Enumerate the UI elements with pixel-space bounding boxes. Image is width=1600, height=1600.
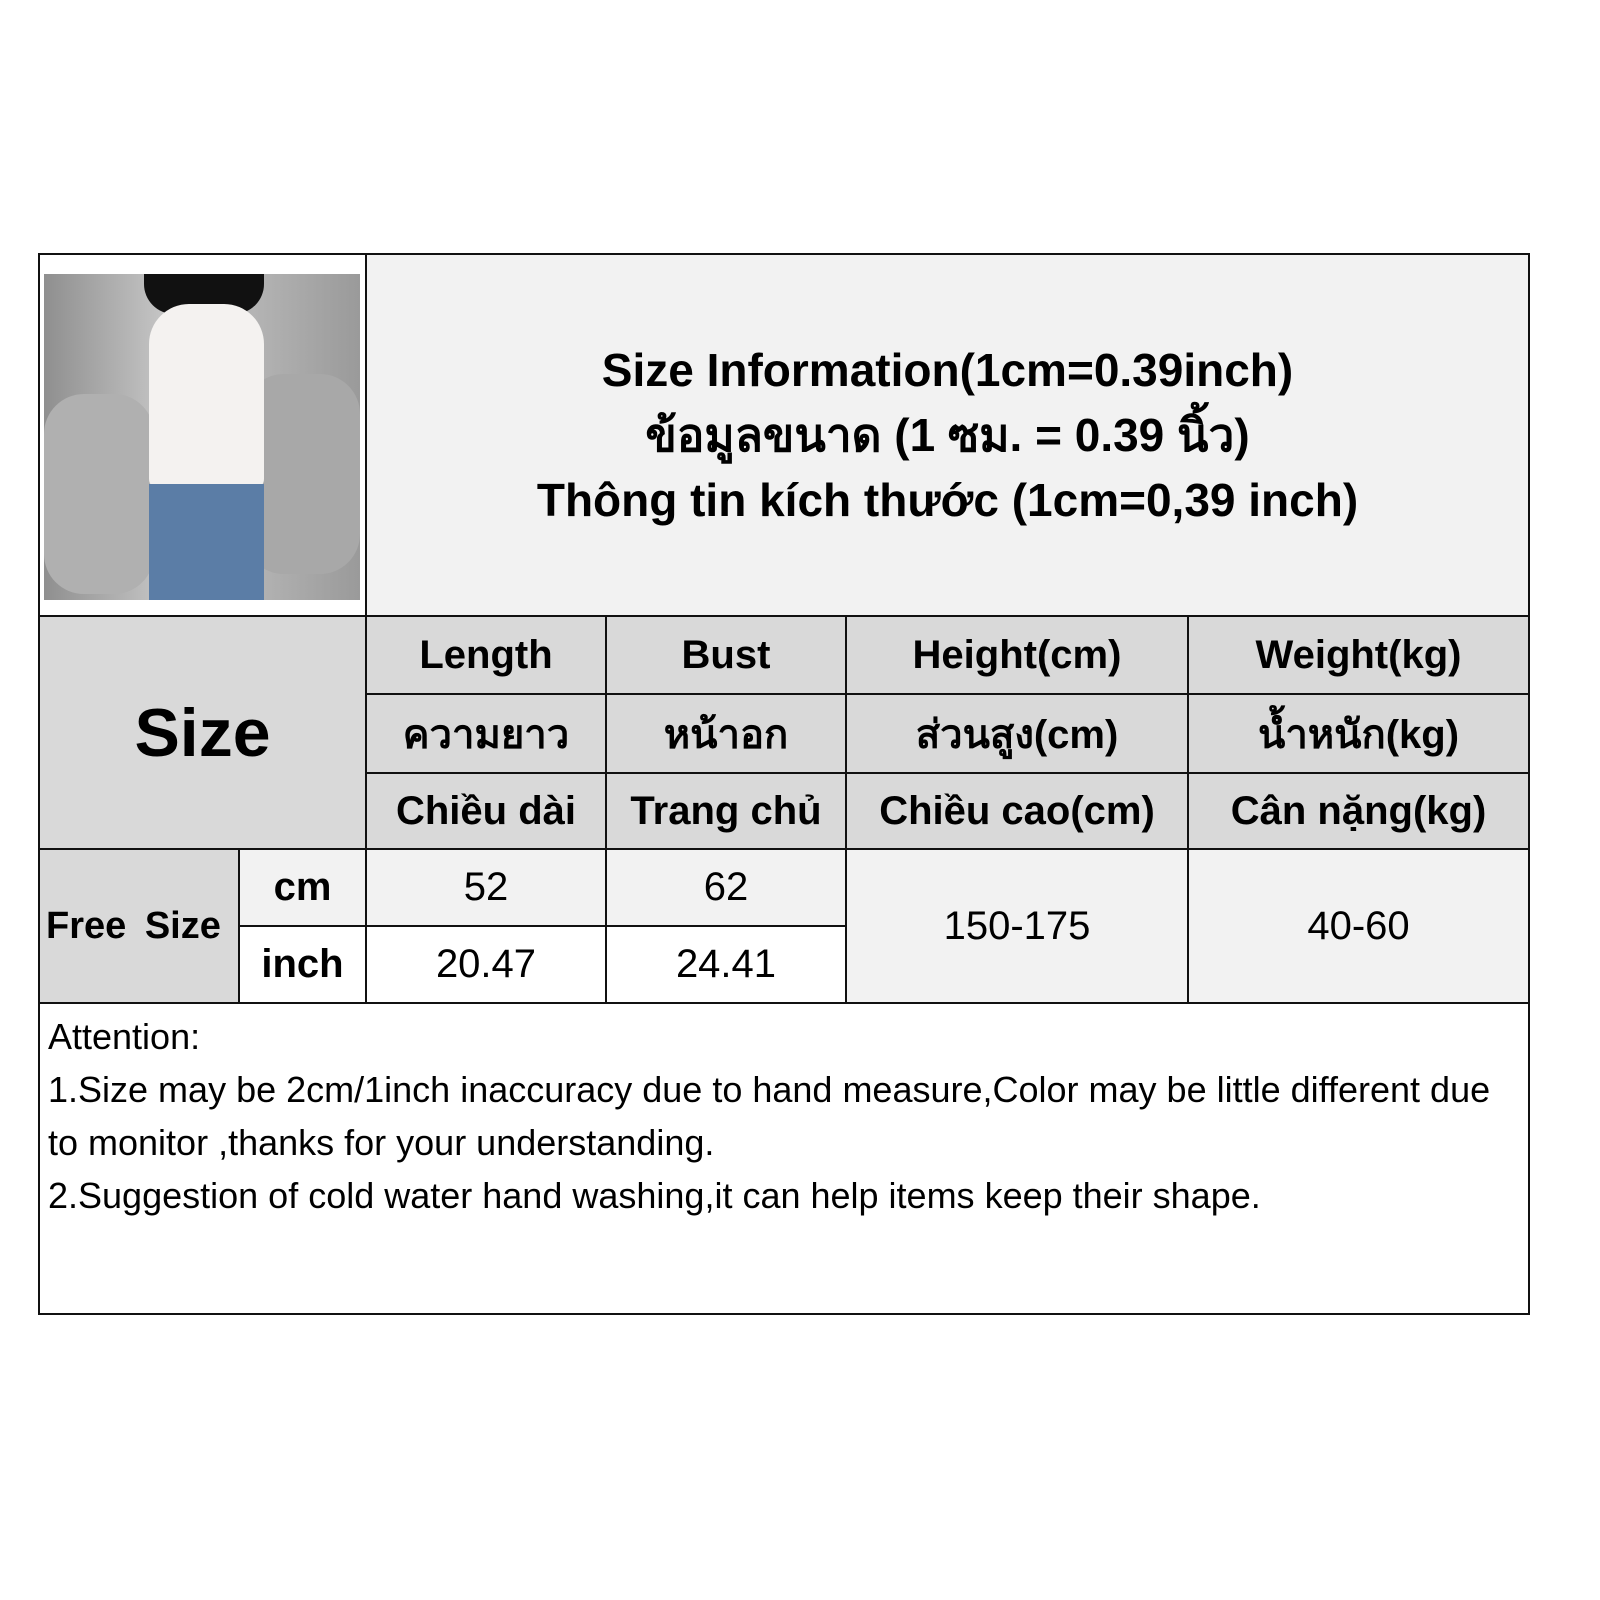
header-height-vi: Chiều cao(cm) <box>845 772 1189 850</box>
unit-cm: cm <box>238 848 367 927</box>
header-height-th: ส่วนสูง(cm) <box>845 693 1189 774</box>
length-cm: 52 <box>365 848 607 927</box>
bust-inch: 24.41 <box>605 925 847 1004</box>
header-weight-vi: Cân nặng(kg) <box>1187 772 1530 850</box>
header-bust-th: หน้าอก <box>605 693 847 774</box>
header-weight-th: น้ำหนัก(kg) <box>1187 693 1530 774</box>
weight-range: 40-60 <box>1187 848 1530 1004</box>
header-height-en: Height(cm) <box>845 615 1189 695</box>
size-label: Size <box>134 694 271 771</box>
product-photo <box>44 274 360 600</box>
attention-line-2: 2.Suggestion of cold water hand washing,… <box>48 1175 1261 1216</box>
attention-line-1: 1.Size may be 2cm/1inch inaccuracy due t… <box>48 1069 1491 1163</box>
attention-heading: Attention: <box>48 1016 201 1057</box>
unit-inch: inch <box>238 925 367 1004</box>
size-header: Size <box>38 615 367 850</box>
header-length-en: Length <box>365 615 607 695</box>
header-length-th: ความยาว <box>365 693 607 774</box>
header-length-vi: Chiều dài <box>365 772 607 850</box>
title-vietnamese: Thông tin kích thước (1cm=0,39 inch) <box>536 473 1359 526</box>
attention-notes: Attention: 1.Size may be 2cm/1inch inacc… <box>38 1002 1530 1315</box>
bust-cm: 62 <box>605 848 847 927</box>
header-bust-en: Bust <box>605 615 847 695</box>
header-bust-vi: Trang chủ <box>605 772 847 850</box>
header-weight-en: Weight(kg) <box>1187 615 1530 695</box>
title-english: Size Information(1cm=0.39inch) <box>601 343 1294 396</box>
height-range: 150-175 <box>845 848 1189 1004</box>
length-inch: 20.47 <box>365 925 607 1004</box>
title-thai: ข้อมูลขนาด (1 ซม. = 0.39 นิ้ว) <box>645 408 1250 461</box>
size-information-title: Size Information(1cm=0.39inch) ข้อมูลขนา… <box>365 253 1530 617</box>
free-size-label: Free Size <box>38 848 240 1004</box>
free-size-text: Free Size <box>46 904 221 947</box>
